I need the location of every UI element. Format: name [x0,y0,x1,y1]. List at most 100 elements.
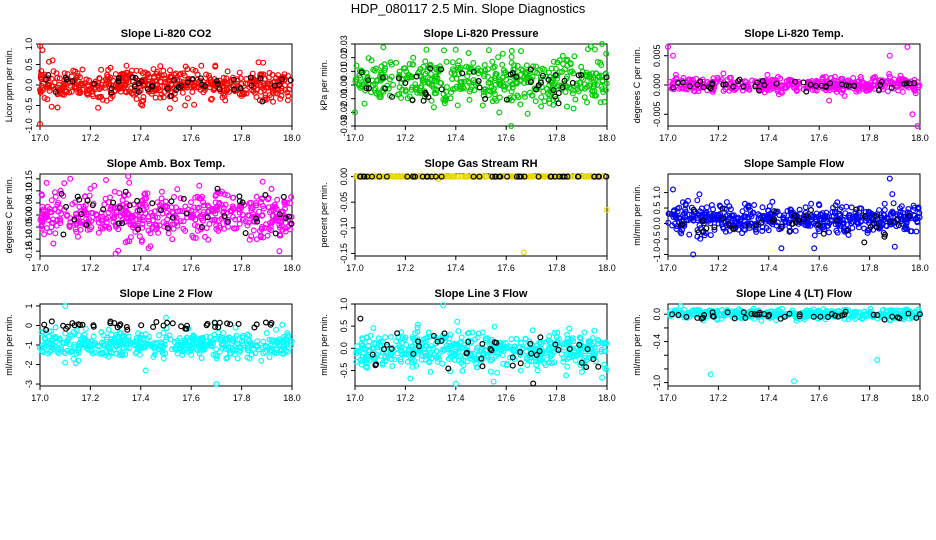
data-point [52,193,59,200]
data-point [591,81,598,88]
data-point [220,80,227,87]
data-point [180,225,187,232]
data-point [259,178,266,185]
data-point [437,66,444,73]
data-point [481,61,488,68]
data-point [457,86,464,93]
data-point [368,57,375,64]
data-point [390,173,397,180]
data-point [246,236,253,243]
data-point [438,80,445,87]
data-point [578,85,585,92]
data-point [142,190,149,197]
data-point [691,88,698,95]
data-point [599,374,606,381]
x-tick-label: 17.6 [182,133,200,143]
series-all [664,43,923,129]
data-point [288,194,295,201]
data-point [152,82,159,89]
data-point [410,54,417,61]
data-point [143,204,150,211]
data-point [510,173,517,180]
data-point [69,201,76,208]
data-point [389,93,396,100]
y-tick-label: 0.0 [339,342,349,355]
data-point [603,80,610,87]
data-point [80,203,87,210]
data-point [71,216,78,223]
data-point [535,173,542,180]
data-point [433,86,440,93]
data-point [471,87,478,94]
y-tick-label: -0.15 [339,243,349,264]
data-point [50,68,57,75]
data-point [269,219,276,226]
data-point [69,78,76,85]
data-point [534,367,541,374]
data-point [720,81,727,88]
x-tick-label: 17.2 [82,263,100,273]
data-point [730,83,737,90]
data-point [527,66,534,73]
data-point [243,90,250,97]
data-point [232,216,239,223]
y-tick-label: 1.0 [339,298,349,311]
data-point [450,173,457,180]
data-point [402,65,409,72]
data-point [220,330,227,337]
data-point [410,173,417,180]
x-tick-label: 17.0 [31,393,49,403]
data-point [748,77,755,84]
data-point [503,96,510,103]
data-point [208,208,215,215]
data-point [597,99,604,106]
y-tick-label: -0.03 [339,116,349,137]
data-point [169,320,176,327]
data-point [214,206,221,213]
data-point [248,82,255,89]
data-point [251,89,258,96]
data-point [236,84,243,91]
data-point [273,326,280,333]
data-point [875,87,882,94]
data-point [59,91,66,98]
data-point [271,82,278,89]
data-point [128,90,135,97]
data-point [496,82,503,89]
data-point [180,218,187,225]
data-point [209,81,216,88]
data-point [388,61,395,68]
data-point [551,81,558,88]
data-point [174,186,181,193]
data-point [236,91,243,98]
data-point [786,81,793,88]
data-point [148,209,155,216]
data-point [591,46,598,53]
data-point [237,75,244,82]
data-point [142,367,149,374]
data-point [420,97,427,104]
data-point [452,46,459,53]
data-point [357,315,364,322]
data-point [756,87,763,94]
data-point [555,90,562,97]
data-point [145,213,152,220]
data-point [215,228,222,235]
x-tick-label: 17.4 [132,393,150,403]
data-point [492,173,499,180]
y-tick-label: -0.05 [339,192,349,213]
data-point [422,70,429,77]
data-point [720,70,727,77]
data-point [851,82,858,89]
data-point [820,230,827,237]
data-point [128,67,135,74]
data-point [454,318,461,325]
data-point [213,222,220,229]
data-point [216,86,223,93]
data-point [220,204,227,211]
data-point [707,85,714,92]
data-point [171,194,178,201]
data-point [184,214,191,221]
y-tick-label: -0.4 [652,334,662,350]
data-point [173,86,180,93]
